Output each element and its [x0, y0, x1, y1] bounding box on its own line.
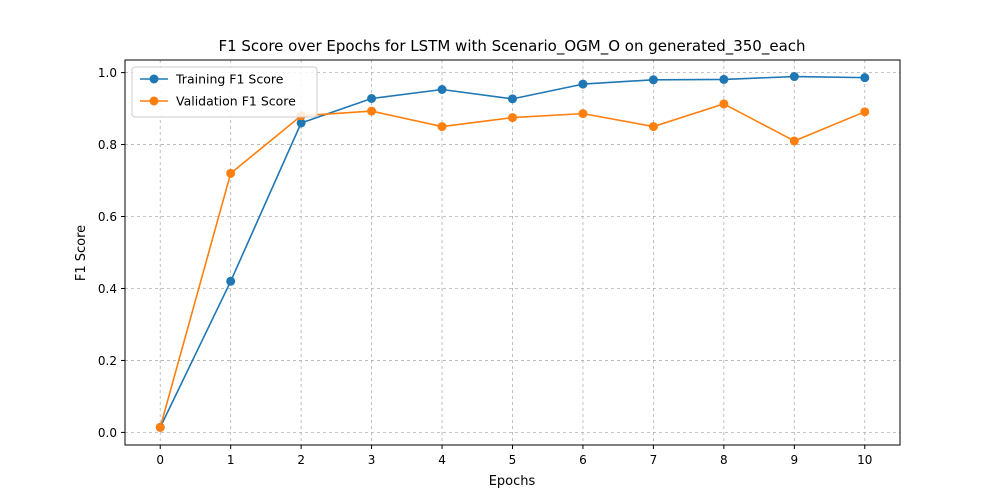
data-point: [860, 107, 870, 117]
data-point: [719, 74, 729, 84]
x-tick-label: 3: [368, 453, 376, 467]
data-point: [155, 422, 165, 432]
data-point: [789, 72, 799, 82]
data-point: [226, 168, 236, 178]
legend-label: Training F1 Score: [175, 72, 284, 87]
y-axis-label: F1 Score: [74, 225, 89, 281]
data-point: [367, 94, 377, 103]
x-tick-label: 1: [227, 453, 235, 467]
x-tick-label: 0: [156, 453, 164, 467]
data-point: [508, 113, 517, 123]
data-point: [578, 79, 588, 89]
x-tick-label: 6: [579, 453, 587, 467]
data-point: [648, 122, 658, 132]
legend-marker: [149, 74, 159, 84]
x-tick-label: 5: [509, 453, 517, 467]
chart-title: F1 Score over Epochs for LSTM with Scena…: [218, 37, 805, 56]
y-tick-label: 1.0: [98, 66, 117, 80]
legend-box: [131, 66, 318, 118]
axis-ticks: 0 1 2 3 4 5 6 7 8 9 10 0.0 0.2 0.4 0.6 0.8 1.0: [98, 66, 873, 467]
y-tick-label: 0.4: [98, 282, 117, 296]
y-tick-label: 0.6: [98, 210, 117, 224]
x-tick-label: 9: [790, 453, 798, 467]
y-tick-label: 0.8: [98, 138, 117, 152]
x-tick-label: 7: [650, 453, 658, 467]
data-point: [789, 136, 799, 146]
x-axis-label: Epochs: [489, 474, 536, 489]
series-layer: [155, 72, 870, 432]
series-1: [155, 99, 870, 432]
data-point: [296, 118, 306, 128]
y-tick-label: 0.0: [98, 426, 117, 440]
x-tick-label: 2: [297, 453, 305, 467]
data-point: [648, 75, 658, 85]
legend-label: Validation F1 Score: [176, 94, 296, 109]
data-point: [437, 85, 447, 95]
data-point: [860, 73, 870, 83]
series-0: [155, 72, 870, 432]
x-tick-label: 10: [857, 453, 872, 467]
legend-marker: [149, 96, 159, 106]
data-point: [367, 106, 377, 116]
data-point: [508, 94, 517, 104]
x-tick-label: 8: [720, 453, 728, 467]
data-point: [719, 99, 729, 109]
grid: [125, 60, 900, 445]
y-tick-label: 0.2: [98, 354, 117, 368]
legend: Training F1 Score Validation F1 Score: [131, 66, 318, 118]
data-point: [226, 276, 236, 286]
data-point: [437, 122, 447, 132]
data-point: [578, 109, 588, 119]
x-tick-label: 4: [438, 453, 446, 467]
